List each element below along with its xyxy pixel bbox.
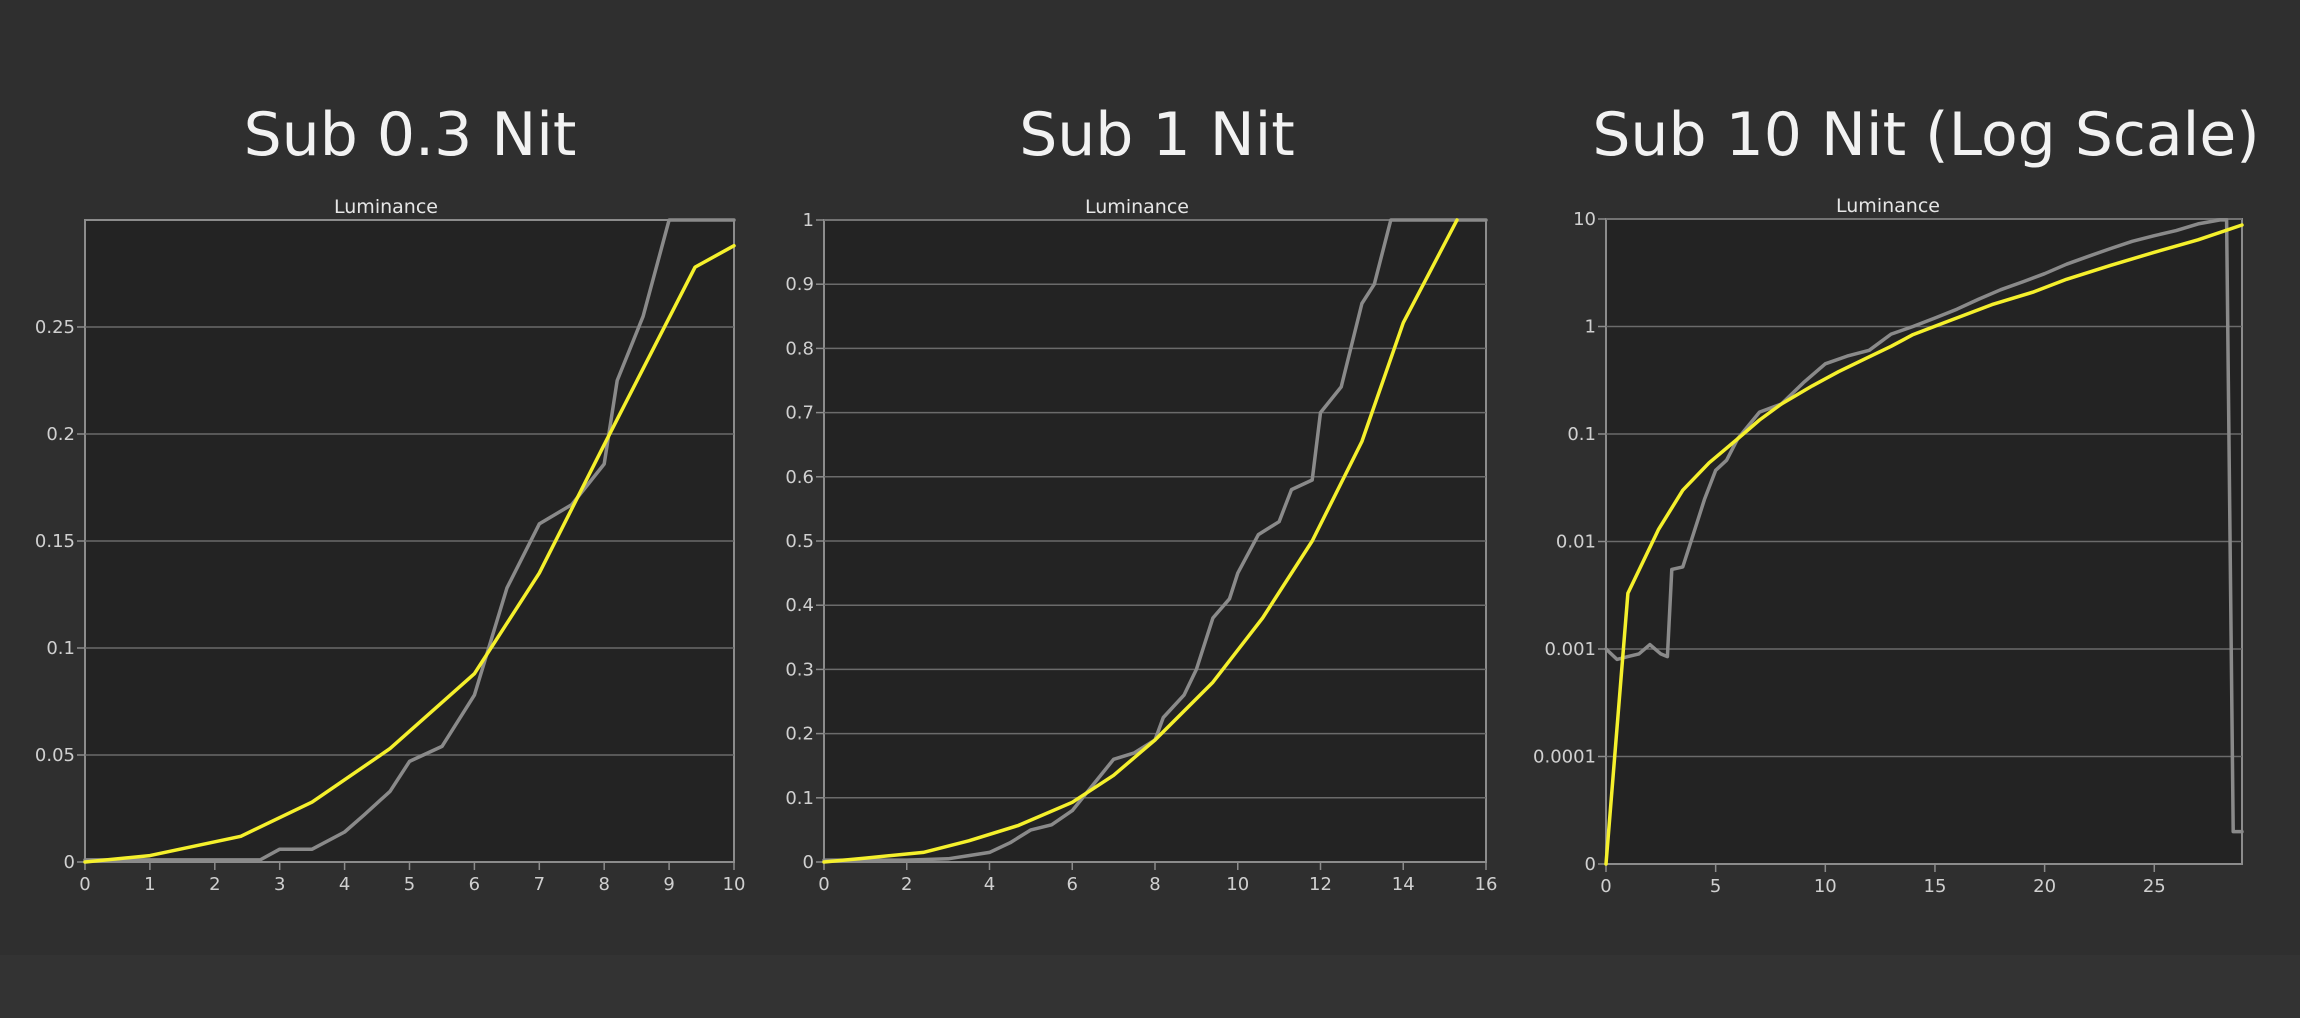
y-tick-label: 0 [803, 852, 814, 873]
x-tick-label: 5 [1710, 876, 1721, 897]
y-tick-label: 0 [64, 852, 75, 873]
y-tick-label: 0.1 [46, 638, 75, 659]
x-tick-label: 0 [818, 874, 829, 895]
x-tick-label: 6 [1067, 874, 1078, 895]
series-line-yellow [1604, 223, 2244, 866]
series-line-gray [822, 218, 1488, 862]
y-tick-label: 0.05 [35, 745, 75, 766]
y-tick-label: 0.1 [1567, 424, 1596, 445]
y-tick-label: 0.2 [785, 724, 814, 745]
series-line-yellow [822, 218, 1459, 864]
y-tick-label: 0.15 [35, 531, 75, 552]
x-tick-label: 10 [1226, 874, 1249, 895]
panel-sub-1-nit: Sub 1 Nit Luminance 0 0.1 0.2 0.3 0.4 0.5 0.6 0… [785, 100, 1497, 895]
y-tick-label: 0.1 [785, 788, 814, 809]
x-tick-label: 5 [404, 874, 415, 895]
chart-title: Sub 10 Nit (Log Scale) [1592, 100, 2259, 170]
y-tick-label: 0.5 [785, 531, 814, 552]
plot-area: 0 0.0001 0.001 0.01 0.1 1 10 0 5 10 15 20 25 [1533, 209, 2244, 897]
panel-sub-10-nit-log: Sub 10 Nit (Log Scale) Luminance 0 0.0001… [1533, 100, 2260, 897]
x-tick-label: 9 [663, 874, 674, 895]
y-tick-label: 0.6 [785, 467, 814, 488]
x-tick-label: 0 [1600, 876, 1611, 897]
x-tick-label: 2 [901, 874, 912, 895]
x-tick-label: 15 [1924, 876, 1947, 897]
x-tick-label: 4 [984, 874, 995, 895]
series-line-yellow [83, 243, 736, 864]
plot-area: 0 0.05 0.1 0.15 0.2 0.25 0 1 2 3 4 5 6 7 8 9 10 [35, 218, 746, 895]
x-tick-label: 0 [79, 874, 90, 895]
x-tick-label: 2 [209, 874, 220, 895]
y-tick-label: 0.3 [785, 659, 814, 680]
series-line-gray [1604, 218, 2244, 834]
x-tick-label: 20 [2033, 876, 2056, 897]
y-tick-label: 10 [1573, 209, 1596, 230]
y-tick-label: 0.9 [785, 274, 814, 295]
x-tick-label: 10 [1814, 876, 1837, 897]
y-tick-label: 0.4 [785, 595, 814, 616]
x-tick-label: 3 [274, 874, 285, 895]
y-tick-label: 0.25 [35, 317, 75, 338]
y-tick-label: 1 [803, 210, 814, 231]
chart-subtitle: Luminance [334, 196, 438, 218]
bottom-band [0, 955, 2300, 1018]
y-tick-label: 0.001 [1544, 639, 1596, 660]
y-tick-label: 0.7 [785, 403, 814, 424]
x-tick-label: 1 [144, 874, 155, 895]
x-tick-label: 7 [534, 874, 545, 895]
y-tick-label: 1 [1585, 317, 1596, 338]
x-tick-label: 16 [1475, 874, 1498, 895]
x-tick-label: 25 [2143, 876, 2166, 897]
y-tick-label: 0.0001 [1533, 747, 1596, 768]
x-tick-label: 8 [598, 874, 609, 895]
x-tick-label: 8 [1149, 874, 1160, 895]
panel-sub-0-3-nit: Sub 0.3 Nit Luminance 0 0.05 0.1 0.15 0.2 0.2… [35, 100, 746, 895]
x-tick-label: 12 [1309, 874, 1332, 895]
y-tick-label: 0.2 [46, 424, 75, 445]
y-tick-label: 0.01 [1556, 532, 1596, 553]
chart-title: Sub 1 Nit [1019, 100, 1295, 170]
x-tick-label: 6 [469, 874, 480, 895]
chart-subtitle: Luminance [1836, 195, 1940, 217]
x-tick-label: 10 [723, 874, 746, 895]
x-tick-label: 14 [1392, 874, 1415, 895]
x-tick-label: 4 [339, 874, 350, 895]
y-tick-label: 0 [1585, 854, 1596, 875]
series-line-gray [83, 218, 736, 862]
y-tick-label: 0.8 [785, 338, 814, 359]
plot-area: 00.10.20.30.40.50.60.70.80.910 2 4 6 8 10 12 14… [785, 210, 1497, 895]
chart-title: Sub 0.3 Nit [244, 100, 577, 170]
chart-subtitle: Luminance [1085, 196, 1189, 218]
